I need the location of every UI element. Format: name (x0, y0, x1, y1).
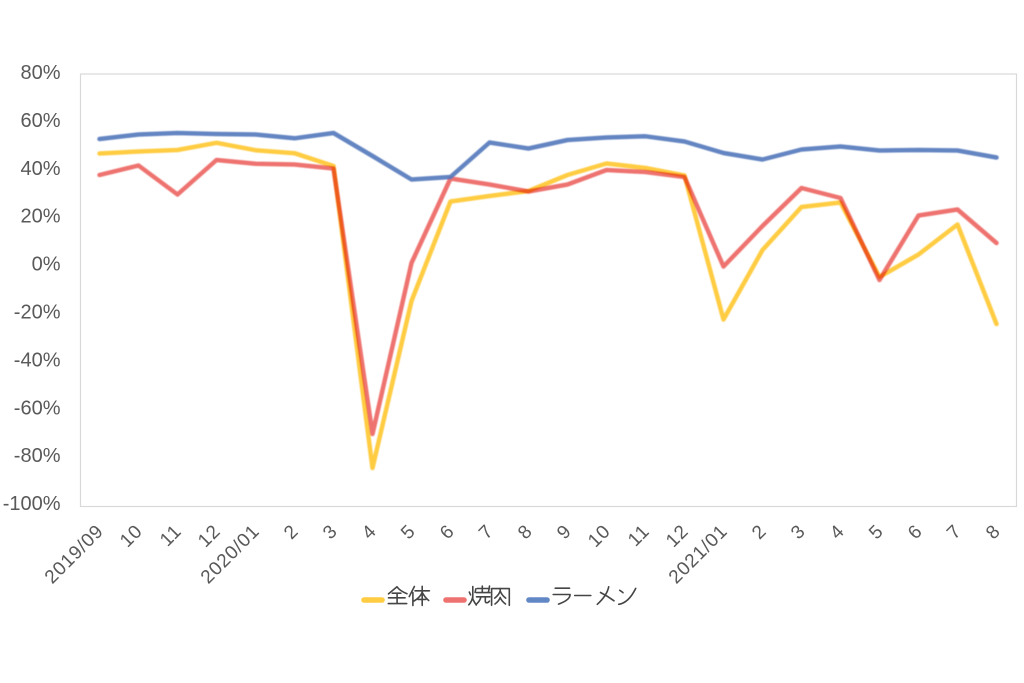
svg-text:-60%: -60% (14, 397, 61, 419)
svg-text:-40%: -40% (14, 349, 61, 371)
svg-text:0%: 0% (32, 254, 61, 276)
svg-text:60%: 60% (20, 110, 60, 132)
svg-text:-100%: -100% (3, 493, 61, 515)
svg-text:-20%: -20% (14, 302, 61, 324)
svg-text:80%: 80% (20, 62, 60, 84)
svg-text:40%: 40% (20, 158, 60, 180)
svg-text:-80%: -80% (14, 445, 61, 467)
svg-text:20%: 20% (20, 206, 60, 228)
